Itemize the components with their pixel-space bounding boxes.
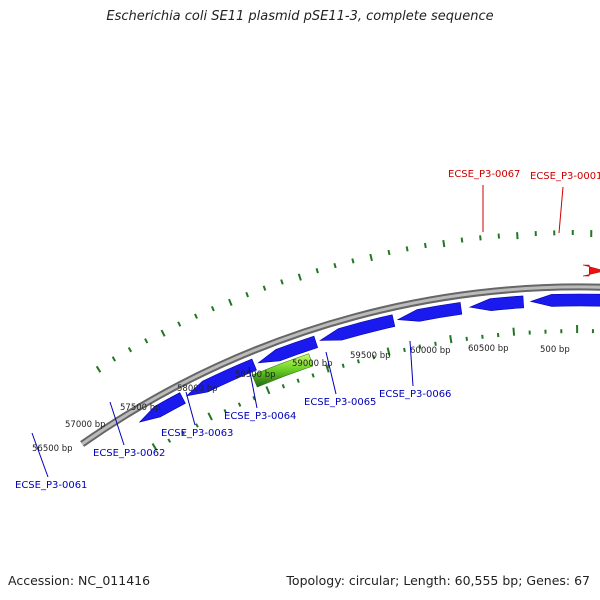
outer-tick xyxy=(228,298,233,307)
reverse-gene-label: ECSE_P3-0064 xyxy=(224,411,296,422)
topology-summary: Topology: circular; Length: 60,555 bp; G… xyxy=(286,573,590,588)
bp-position-label: 60000 bp xyxy=(410,346,451,356)
inner-tick xyxy=(434,341,437,346)
gene-leader-line xyxy=(31,432,49,478)
inner-tick xyxy=(403,347,406,353)
gene-leader-line xyxy=(248,366,258,409)
reverse-gene-arrow xyxy=(185,358,257,397)
outer-tick xyxy=(387,249,391,256)
outer-tick xyxy=(280,279,284,285)
outer-tick xyxy=(423,242,427,249)
outer-tick xyxy=(177,321,182,327)
inner-tick xyxy=(341,363,345,368)
reverse-gene-label: ECSE_P3-0061 xyxy=(15,480,87,491)
inner-tick xyxy=(386,347,391,356)
outer-tick xyxy=(442,240,446,248)
outer-tick xyxy=(315,268,319,274)
reverse-gene-arrow xyxy=(138,392,186,423)
outer-tick xyxy=(111,356,117,362)
inner-tick xyxy=(195,423,199,428)
bp-position-label: 58500 bp xyxy=(235,370,276,380)
gene-leader-line xyxy=(325,351,337,395)
inner-tick xyxy=(311,373,315,378)
forward-gene-label: ECSE_P3-0067 xyxy=(448,169,520,180)
inner-tick xyxy=(167,438,172,443)
gene-leader-line xyxy=(409,340,414,387)
outer-tick xyxy=(95,365,102,373)
outer-tick xyxy=(194,313,198,319)
reverse-gene-arrow xyxy=(319,314,396,341)
inner-tick xyxy=(237,402,242,407)
reverse-gene-label: ECSE_P3-0066 xyxy=(379,389,451,400)
outer-tick xyxy=(405,246,409,252)
inner-tick xyxy=(356,359,360,364)
outer-tick xyxy=(210,305,215,312)
backbone-ring-highlight xyxy=(81,285,600,446)
outer-tick xyxy=(245,291,249,298)
outer-tick xyxy=(160,329,166,337)
inner-tick xyxy=(296,378,300,383)
label-layer: 56500 bp 57000 bp 57500 bp 58000 bp 58500 bp… xyxy=(15,169,600,491)
reverse-gene-label: ECSE_P3-0063 xyxy=(161,428,233,439)
inner-tick xyxy=(281,384,286,389)
reverse-gene-label: ECSE_P3-0065 xyxy=(304,397,376,408)
map-title: Escherichia coli SE11 plasmid pSE11-3, c… xyxy=(106,9,494,24)
inner-tick xyxy=(252,395,256,401)
inner-tick xyxy=(465,336,469,341)
bp-position-label: 59000 bp xyxy=(292,359,333,369)
inner-tick xyxy=(372,355,376,360)
bp-position-label: 57500 bp xyxy=(120,403,161,413)
inner-tick xyxy=(418,344,422,349)
inner-tick xyxy=(207,412,213,421)
backbone-ring xyxy=(80,283,600,447)
reverse-gene-label: ECSE_P3-0062 xyxy=(93,448,165,459)
inner-tick xyxy=(265,386,271,395)
bp-position-label: 500 bp xyxy=(540,345,570,355)
inner-tick xyxy=(151,443,158,451)
outer-tick xyxy=(479,235,482,241)
reverse-gene-arrow xyxy=(529,293,600,307)
reverse-gene-arrow xyxy=(468,295,525,311)
bp-position-label: 59500 bp xyxy=(350,351,391,361)
inner-tick xyxy=(325,364,330,373)
bp-position-label: 56500 bp xyxy=(32,444,73,454)
gene-leader-line xyxy=(185,391,196,426)
outer-tick xyxy=(369,253,373,262)
outer-tick xyxy=(262,285,267,291)
reverse-gene-arrow xyxy=(257,335,319,364)
bp-position-label: 60500 bp xyxy=(468,344,509,354)
outer-tick xyxy=(333,262,337,269)
gene-layer xyxy=(138,264,600,423)
inner-tick xyxy=(223,409,228,414)
forward-gene-label: ECSE_P3-0001 xyxy=(530,171,600,182)
bp-position-label: 58000 bp xyxy=(177,384,218,394)
backbone-layer xyxy=(80,283,600,447)
outer-tick xyxy=(127,347,133,353)
inner-tick xyxy=(181,430,185,436)
inner-tick xyxy=(449,335,453,344)
forward-gene-arrow xyxy=(583,264,600,277)
bp-position-label: 57000 bp xyxy=(65,420,106,430)
reverse-gene-arrow xyxy=(396,302,463,322)
outer-tick xyxy=(297,273,302,281)
inner-tick xyxy=(512,327,516,336)
tick-layer xyxy=(95,230,594,451)
gene-leader-line xyxy=(558,186,564,234)
gene-leader-line xyxy=(109,401,125,446)
outer-tick xyxy=(351,258,355,264)
outer-tick xyxy=(460,237,464,243)
rna-gene-block xyxy=(251,353,314,388)
accession-text: Accession: NC_011416 xyxy=(8,573,151,588)
outer-tick xyxy=(144,338,149,344)
